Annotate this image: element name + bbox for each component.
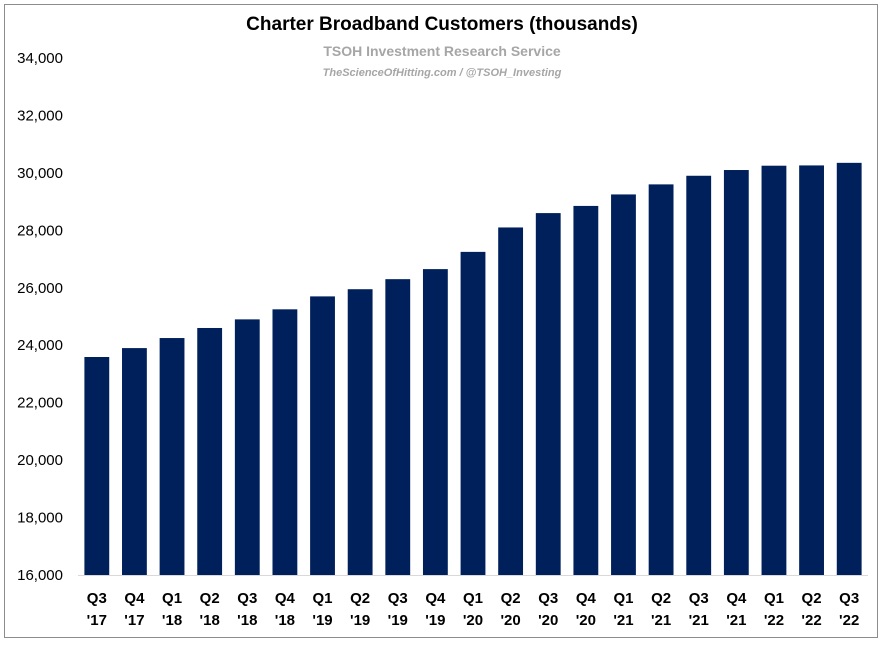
x-tick-label-year: '18 [200,612,220,629]
y-tick-label: 30,000 [17,165,63,182]
x-tick-label-year: '20 [576,612,596,629]
bar [84,357,110,575]
x-tick-label-quarter: Q2 [802,590,822,607]
bar [535,213,561,575]
x-tick-label-quarter: Q3 [237,590,257,607]
y-tick-label: 32,000 [17,107,63,124]
bar [385,279,411,575]
x-tick-label-quarter: Q3 [839,590,859,607]
x-tick-label-year: '21 [726,612,746,629]
y-tick-label: 26,000 [17,280,63,297]
y-tick-label: 24,000 [17,337,63,354]
bar [761,165,787,575]
x-axis: Q3 '17 Q4 '17 Q1 '18 Q2 '18 Q3 '18 Q4 '18 Q1 '19 Q2 '19… [78,575,868,629]
x-tick-label-quarter: Q4 [124,590,145,607]
bar [122,348,147,575]
x-tick-label-quarter: Q1 [162,590,182,607]
chart-subtitle: TSOH Investment Research Service [323,43,561,59]
x-tick-label-year: '21 [613,612,633,629]
x-tick-label-year: '21 [651,612,671,629]
x-tick-label-year: '19 [350,612,370,629]
y-tick-label: 16,000 [17,567,63,584]
x-tick-label-year: '18 [275,612,295,629]
bar [197,327,223,575]
y-tick-label: 28,000 [17,222,63,239]
x-tick-label-year: '20 [500,612,520,629]
x-tick-label-quarter: Q3 [689,590,709,607]
x-tick-label-year: '17 [124,612,144,629]
x-tick-label-quarter: Q1 [764,590,784,607]
bar [347,289,373,575]
bar [159,338,185,575]
x-tick-label-year: '22 [801,612,821,629]
x-tick-label-year: '18 [237,612,257,629]
x-tick-label-year: '20 [463,612,483,629]
x-tick-label-year: '22 [839,612,859,629]
bar [836,162,862,575]
x-tick-label-quarter: Q4 [425,590,446,607]
x-tick-label-quarter: Q2 [501,590,521,607]
x-tick-label-quarter: Q4 [726,590,747,607]
y-tick-label: 20,000 [17,452,63,469]
chart-byline: TheScienceOfHitting.com / @TSOH_Investin… [322,67,562,79]
bar [686,175,712,575]
x-tick-label-year: '17 [87,612,107,629]
x-tick-label-quarter: Q2 [350,590,370,607]
x-tick-label-quarter: Q1 [463,590,483,607]
bar [498,227,524,575]
bar [310,296,335,575]
bar [460,251,486,576]
x-tick-label-year: '19 [388,612,408,629]
x-tick-label-year: '21 [689,612,709,629]
x-tick-label-quarter: Q3 [388,590,408,607]
bar [648,184,674,575]
chart-title: Charter Broadband Customers (thousands) [246,14,638,35]
x-tick-label-quarter: Q3 [538,590,558,607]
y-tick-label: 22,000 [17,395,63,412]
x-tick-label-quarter: Q4 [275,590,296,607]
bars [84,162,862,576]
bar [573,205,599,576]
x-tick-label-year: '22 [764,612,784,629]
y-axis: 16,000 18,000 20,000 22,000 24,000 26,000 28,0… [17,50,63,584]
x-tick-label-quarter: Q3 [87,590,107,607]
x-tick-label-year: '19 [312,612,332,629]
bar [422,269,448,575]
x-tick-label-year: '18 [162,612,182,629]
x-tick-label-quarter: Q2 [651,590,671,607]
bar [272,309,298,575]
x-tick-label-quarter: Q4 [576,590,597,607]
y-tick-label: 34,000 [17,50,63,67]
bar [723,170,749,575]
bar [611,194,636,575]
y-tick-label: 18,000 [17,510,63,527]
x-tick-label-quarter: Q1 [613,590,633,607]
x-tick-label-year: '19 [425,612,445,629]
bar [234,319,260,575]
bar [799,165,824,576]
x-tick-label-quarter: Q1 [313,590,333,607]
x-tick-label-year: '20 [538,612,558,629]
x-tick-label-quarter: Q2 [200,590,220,607]
